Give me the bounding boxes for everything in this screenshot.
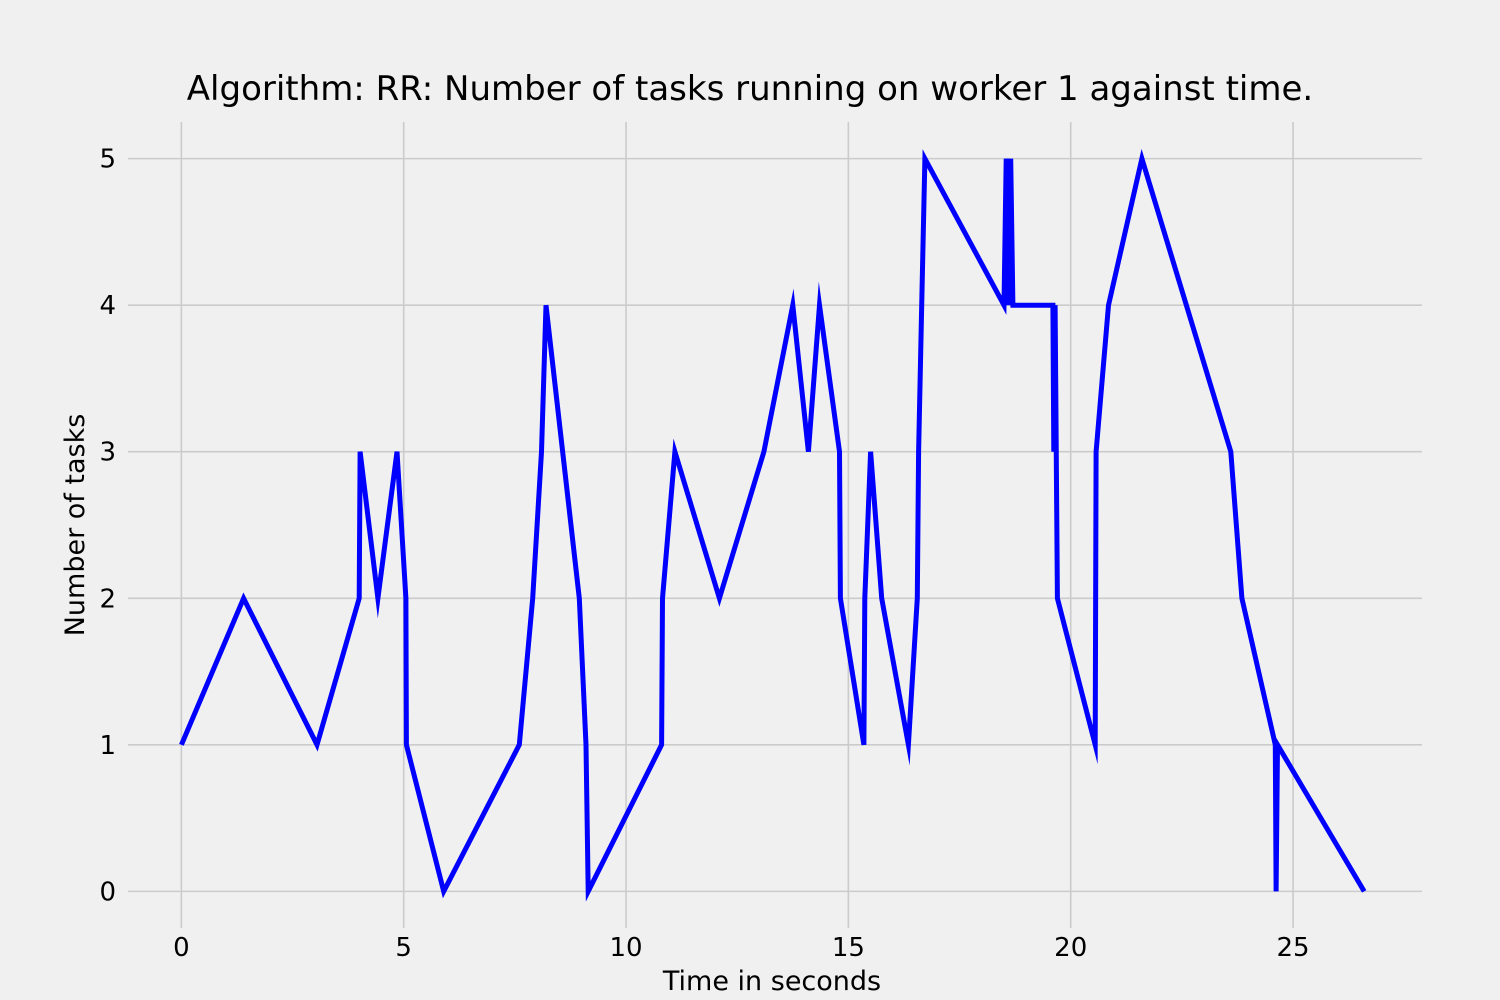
x-tick-labels: 0 5 10 15 20 25 xyxy=(173,933,1310,963)
x-tick-label: 10 xyxy=(609,933,642,963)
x-tick-label: 20 xyxy=(1054,933,1087,963)
y-tick-label: 0 xyxy=(99,877,116,907)
x-tick-label: 15 xyxy=(832,933,865,963)
x-gridlines xyxy=(180,122,1294,928)
y-gridlines xyxy=(128,157,1422,893)
y-tick-label: 3 xyxy=(99,438,116,468)
y-tick-labels: 0 1 2 3 4 5 xyxy=(99,145,116,908)
x-tick-label: 5 xyxy=(395,933,412,963)
series-line-1 xyxy=(179,148,1367,902)
y-tick-label: 2 xyxy=(99,584,116,614)
y-tick-label: 5 xyxy=(99,145,116,175)
x-axis-label: Time in seconds xyxy=(662,966,881,997)
y-axis-label: Number of tasks xyxy=(60,414,91,637)
series-lines xyxy=(179,148,1367,902)
y-tick-label: 4 xyxy=(99,291,116,321)
x-tick-label: 25 xyxy=(1276,933,1309,963)
y-tick-label: 1 xyxy=(99,731,116,761)
chart-title: Algorithm: RR: Number of tasks running o… xyxy=(187,69,1313,109)
x-tick-label: 0 xyxy=(173,933,190,963)
